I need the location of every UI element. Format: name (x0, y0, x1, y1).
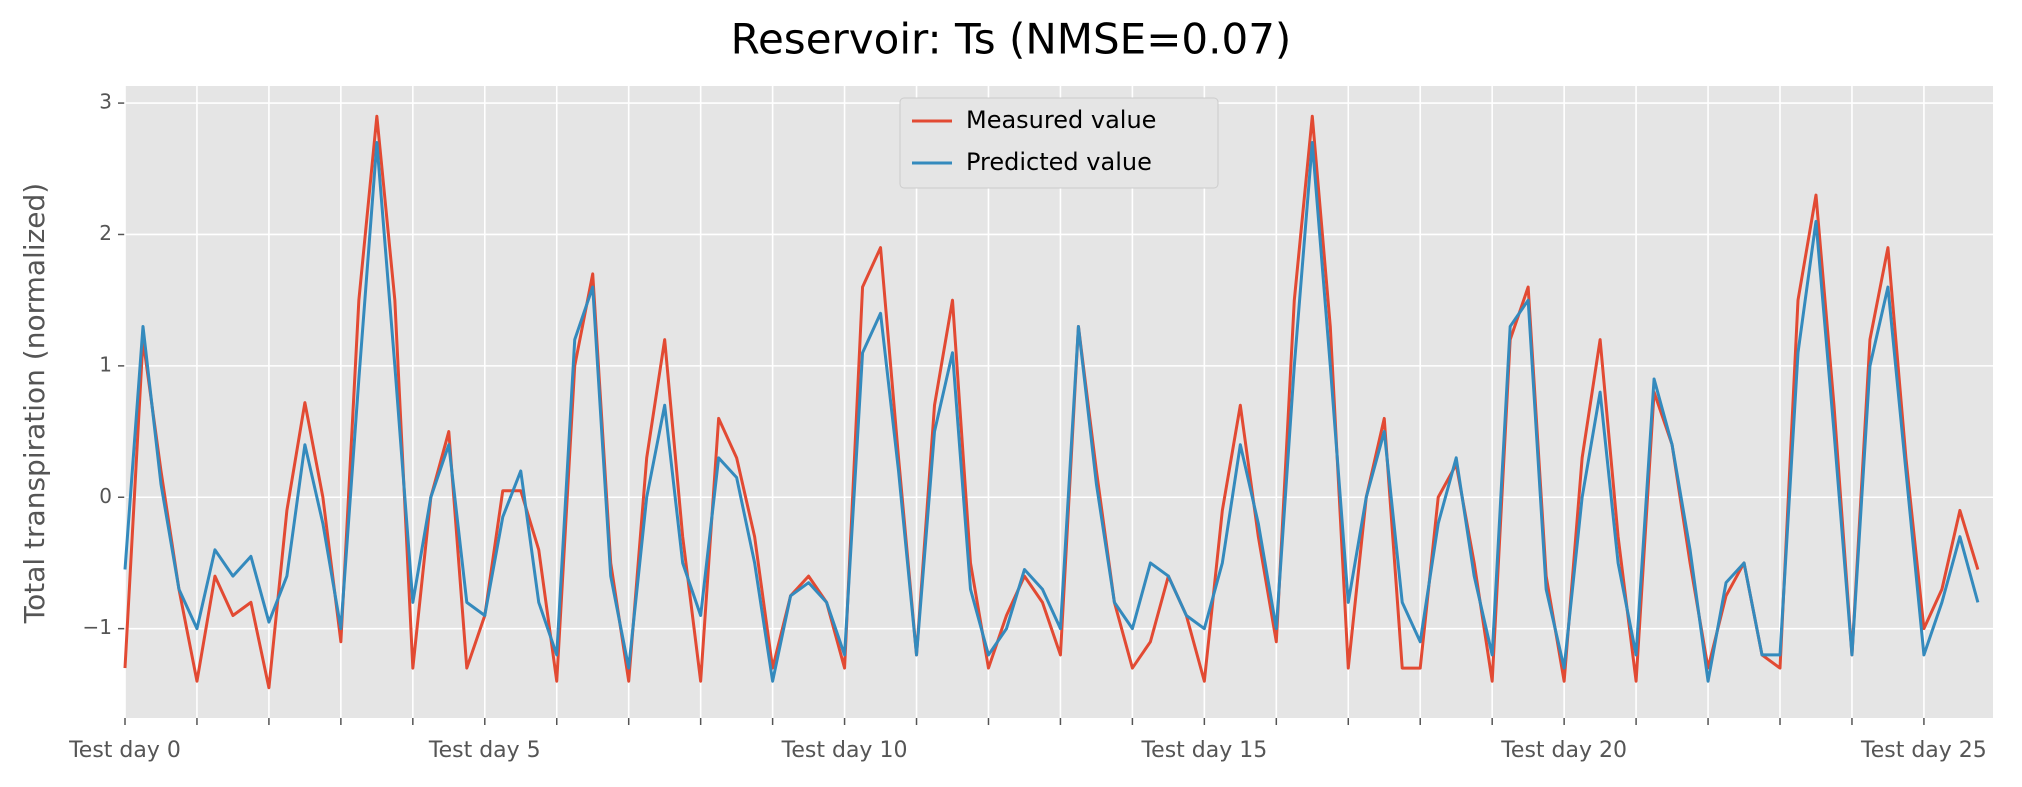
x-tick-label: Test day 10 (781, 738, 908, 763)
x-tick-label: Test day 5 (428, 738, 541, 763)
plot-area (125, 86, 1993, 718)
x-tick-label: Test day 25 (1860, 738, 1987, 763)
y-axis-label: Total transpiration (normalized) (18, 183, 51, 624)
y-tick-label: 3 (99, 90, 112, 114)
legend-label: Measured value (966, 106, 1156, 134)
x-tick-label: Test day 0 (68, 738, 181, 763)
chart-title: Reservoir: Ts (NMSE=0.07) (731, 15, 1292, 64)
legend-label: Predicted value (966, 148, 1152, 176)
y-tick-label: −1 (83, 615, 112, 639)
x-tick-label: Test day 15 (1140, 738, 1267, 763)
legend-box (899, 97, 1219, 189)
y-tick-label: 1 (99, 352, 112, 376)
y-tick-label: 2 (99, 221, 112, 245)
x-tick-label: Test day 20 (1500, 738, 1627, 763)
legend: Measured value Predicted value (899, 97, 1219, 189)
data-line (123, 141, 1980, 683)
y-tick-label: 0 (99, 484, 112, 508)
